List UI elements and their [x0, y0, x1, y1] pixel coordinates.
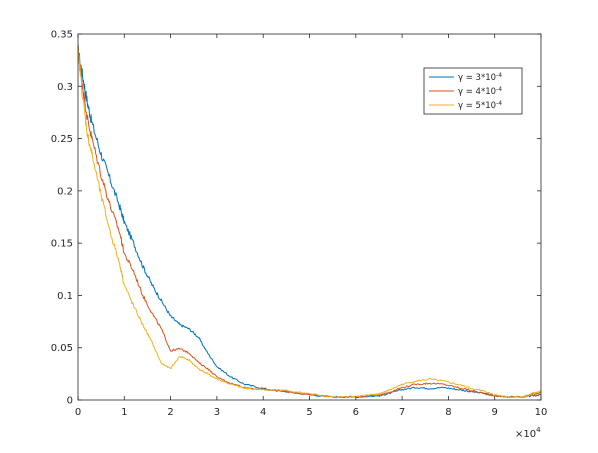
y-tick-label: 0.3	[57, 82, 73, 93]
x-tick-label: 10	[535, 407, 548, 418]
series-line	[77, 44, 542, 399]
y-tick-label: 0.35	[51, 30, 73, 41]
y-tick-label: 0.25	[51, 134, 73, 145]
x-tick-label: 2	[167, 407, 173, 418]
legend-label: γ = 3*10-4	[458, 72, 502, 83]
series-line	[77, 44, 542, 399]
y-tick-label: 0.15	[51, 239, 73, 250]
x-tick-label: 5	[306, 407, 312, 418]
y-tick-label: 0.1	[57, 291, 73, 302]
legend-label: γ = 4*10-4	[458, 86, 502, 97]
y-tick-label: 0.2	[57, 186, 73, 197]
legend-label: γ = 5*10-4	[458, 100, 502, 111]
x-tick-label: 4	[260, 407, 266, 418]
x-exponent-power: 4	[536, 426, 541, 434]
x-tick-label: 8	[445, 407, 451, 418]
axes-layer: 0 1 2 3 4 5 6 7 8 9 10 0 0.05 0.1 0.15 0.2 0.25 0.3 0.35	[51, 30, 548, 419]
x-exponent-label: ×104	[515, 426, 541, 440]
x-tick-label: 6	[353, 407, 359, 418]
x-tick-label: 1	[121, 407, 127, 418]
y-tick-label: 0.05	[51, 343, 73, 354]
x-tick-label: 7	[399, 407, 405, 418]
x-tick-label: 9	[492, 407, 498, 418]
x-tick-label: 3	[214, 407, 220, 418]
legend: γ = 3*10-4 γ = 4*10-4 γ = 5*10-4	[423, 67, 523, 115]
series-layer	[77, 44, 542, 399]
y-tick-label: 0	[67, 396, 73, 407]
x-tick-label: 0	[75, 407, 81, 418]
